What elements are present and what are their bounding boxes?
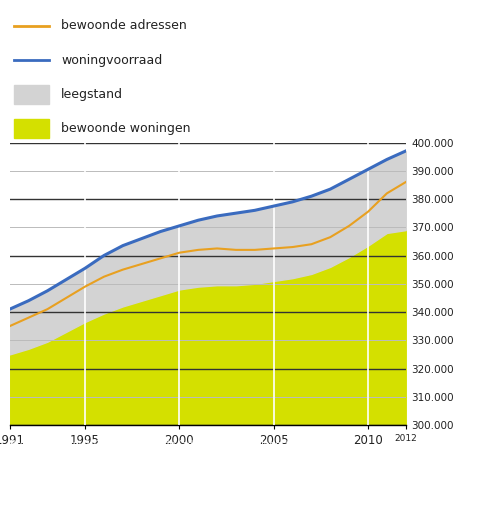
Text: Bron: O+S, juni 2012, grijs geeft de (administratieve) leegstand weer.
 Merk op : Bron: O+S, juni 2012, grijs geeft de (ad… (10, 440, 406, 473)
Text: leegstand: leegstand (61, 88, 123, 101)
Text: woningvoorraad: woningvoorraad (61, 53, 162, 67)
Bar (14, 85, 49, 104)
Text: bewoonde woningen: bewoonde woningen (61, 122, 191, 135)
Bar (14, 119, 49, 138)
Text: bewoonde adressen: bewoonde adressen (61, 19, 187, 32)
